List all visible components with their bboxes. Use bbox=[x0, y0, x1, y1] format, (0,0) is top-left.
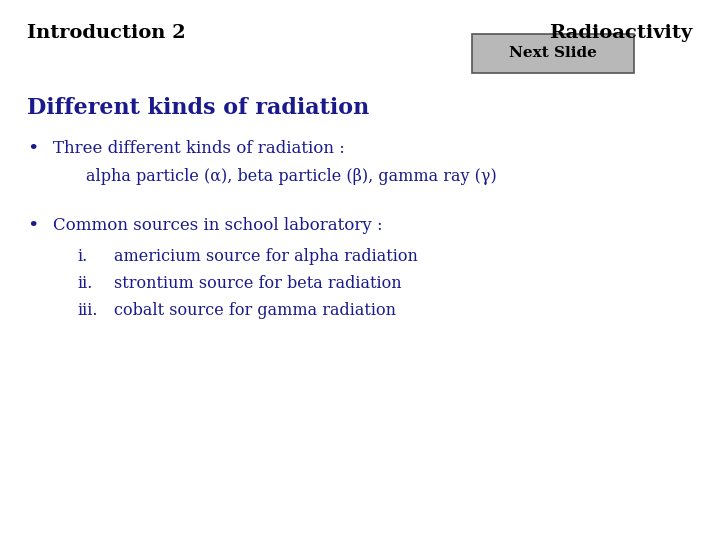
Text: Next Slide: Next Slide bbox=[508, 46, 597, 60]
Text: Different kinds of radiation: Different kinds of radiation bbox=[27, 97, 369, 119]
Text: •: • bbox=[27, 140, 39, 158]
Text: Radioactivity: Radioactivity bbox=[549, 24, 693, 42]
Text: i.: i. bbox=[78, 248, 88, 265]
Text: alpha particle (α), beta particle (β), gamma ray (γ): alpha particle (α), beta particle (β), g… bbox=[86, 168, 497, 185]
Text: ii.: ii. bbox=[78, 275, 93, 292]
Text: •: • bbox=[27, 217, 39, 235]
Text: americium source for alpha radiation: americium source for alpha radiation bbox=[114, 248, 418, 265]
Text: strontium source for beta radiation: strontium source for beta radiation bbox=[114, 275, 401, 292]
Text: cobalt source for gamma radiation: cobalt source for gamma radiation bbox=[114, 302, 396, 319]
Text: Introduction 2: Introduction 2 bbox=[27, 24, 186, 42]
Text: iii.: iii. bbox=[78, 302, 98, 319]
Text: Common sources in school laboratory :: Common sources in school laboratory : bbox=[53, 217, 382, 234]
Text: Three different kinds of radiation :: Three different kinds of radiation : bbox=[53, 140, 344, 157]
